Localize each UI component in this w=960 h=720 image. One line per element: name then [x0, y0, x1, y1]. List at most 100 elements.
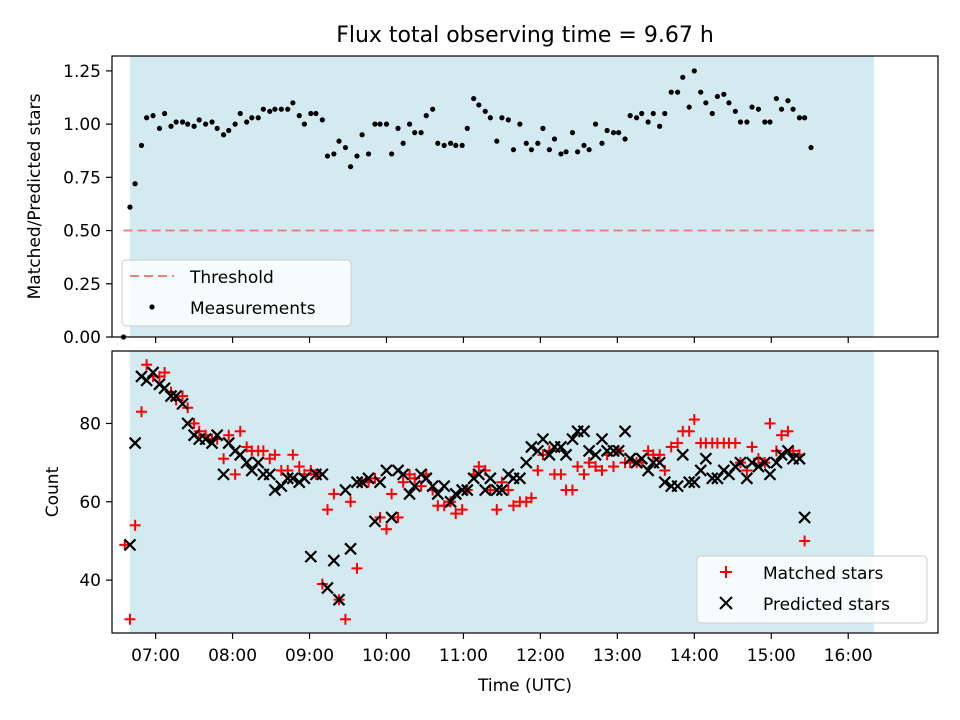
measurement-point: [290, 100, 296, 106]
measurement-point: [633, 115, 640, 121]
predicted-star-point: [536, 432, 550, 446]
matched-star-point: [124, 613, 136, 625]
measurement-point: [278, 106, 284, 112]
predicted-star-point: [484, 472, 497, 485]
predicted-star-point: [362, 472, 375, 485]
matched-star-point: [672, 437, 684, 449]
measurement-point: [389, 151, 395, 157]
measurement-point: [319, 117, 325, 123]
ratio-y-axis-label: Matched/Predicted stars: [25, 93, 45, 299]
predicted-star-point: [758, 456, 772, 469]
measurement-point: [505, 117, 511, 123]
legend-predicted-swatch: [719, 596, 733, 610]
predicted-star-point: [263, 468, 277, 481]
predicted-star-point: [554, 440, 568, 454]
measurement-point: [622, 136, 628, 142]
predicted-star-point: [380, 464, 393, 477]
predicted-star-point: [251, 456, 265, 469]
matched-star-point: [392, 511, 404, 523]
measurement-point: [459, 142, 465, 149]
legend-threshold-label: Threshold: [189, 268, 274, 288]
measurement-point: [680, 74, 686, 80]
predicted-star-point: [355, 475, 369, 489]
predicted-star-point: [385, 511, 398, 524]
measurement-point: [448, 140, 454, 146]
predicted-star-point: [408, 479, 421, 493]
measurement-point: [790, 106, 796, 112]
matched-star-point: [223, 429, 235, 441]
measurement-point: [296, 113, 302, 119]
count-y-axis: 40 60 80: [79, 414, 112, 591]
matched-star-point: [328, 488, 340, 500]
predicted-star-point: [240, 456, 253, 469]
measurement-point: [499, 115, 505, 121]
predicted-star-point: [763, 468, 777, 481]
x-tick-label: 15:00: [747, 646, 796, 666]
measurement-point: [260, 106, 266, 112]
measurement-point: [161, 110, 168, 117]
matched-star-point: [507, 500, 519, 512]
predicted-star-point: [217, 468, 230, 481]
ratio-legend: Threshold Measurements: [121, 259, 352, 327]
measurement-point: [662, 110, 668, 117]
count-legend-box: [696, 555, 928, 624]
matched-star-point: [688, 414, 700, 426]
measurement-point: [650, 110, 656, 117]
predicted-star-point: [455, 483, 469, 497]
matched-star-point: [799, 535, 811, 547]
predicted-star-point: [472, 468, 486, 481]
measurement-point: [209, 119, 215, 125]
measurement-point: [232, 121, 238, 127]
count-legend: Matched stars Predicted stars: [696, 555, 928, 624]
measurement-point: [156, 125, 163, 131]
matched-star-point: [746, 441, 758, 453]
predicted-star-point: [396, 468, 410, 481]
matched-star-point: [269, 449, 281, 461]
predicted-star-point: [688, 475, 701, 489]
count-y-axis-label: Count: [43, 466, 63, 517]
measurement-point: [359, 132, 365, 138]
measurement-point: [138, 142, 145, 149]
measurement-point: [383, 121, 390, 127]
ratio-legend-box: [121, 259, 352, 327]
measurement-point: [435, 140, 441, 146]
matched-star-point: [525, 492, 537, 504]
matched-star-point: [456, 504, 468, 516]
predicted-star-point: [775, 448, 788, 462]
x-axis-label: Time (UTC): [477, 676, 572, 696]
measurement-point: [220, 132, 227, 138]
measurement-point: [528, 147, 535, 153]
predicted-star-point: [332, 593, 346, 606]
matched-star-point: [450, 508, 462, 520]
matched-star-point: [596, 464, 608, 476]
x-tick-label: 14:00: [670, 646, 719, 666]
x-tick-label: 07:00: [131, 646, 180, 666]
measurement-point: [517, 121, 523, 127]
measurement-point: [132, 181, 138, 187]
measurement-point: [510, 147, 517, 153]
y-tick-label: 60: [79, 493, 101, 513]
x-tick-label: 12:00: [516, 646, 565, 666]
ratio-panel: 0.00 0.25 0.50 0.75 1.00 1.25 Matched/Predict…: [25, 55, 939, 348]
measurement-point: [406, 121, 413, 127]
measurement-point: [639, 110, 645, 117]
legend-measurements-swatch: [149, 304, 155, 310]
predicted-star-point: [740, 472, 754, 485]
matched-star-point: [532, 464, 544, 476]
x-tick-label: 11:00: [439, 646, 488, 666]
x-tick-label: 08:00: [208, 646, 257, 666]
predicted-star-point: [268, 483, 282, 497]
matched-star-point: [566, 484, 578, 496]
predicted-star-point: [623, 452, 637, 465]
matched-star-point: [136, 406, 147, 418]
predicted-star-point: [798, 511, 811, 524]
measurement-point: [272, 106, 278, 112]
y-tick-label: 0.50: [63, 222, 101, 242]
measurement-point: [471, 95, 477, 102]
matched-star-point: [729, 437, 741, 449]
measurement-point: [487, 115, 493, 121]
predicted-star-point: [793, 452, 806, 465]
measurement-point: [778, 106, 785, 112]
predicted-star-point: [339, 483, 352, 497]
matched-star-point: [665, 441, 677, 453]
